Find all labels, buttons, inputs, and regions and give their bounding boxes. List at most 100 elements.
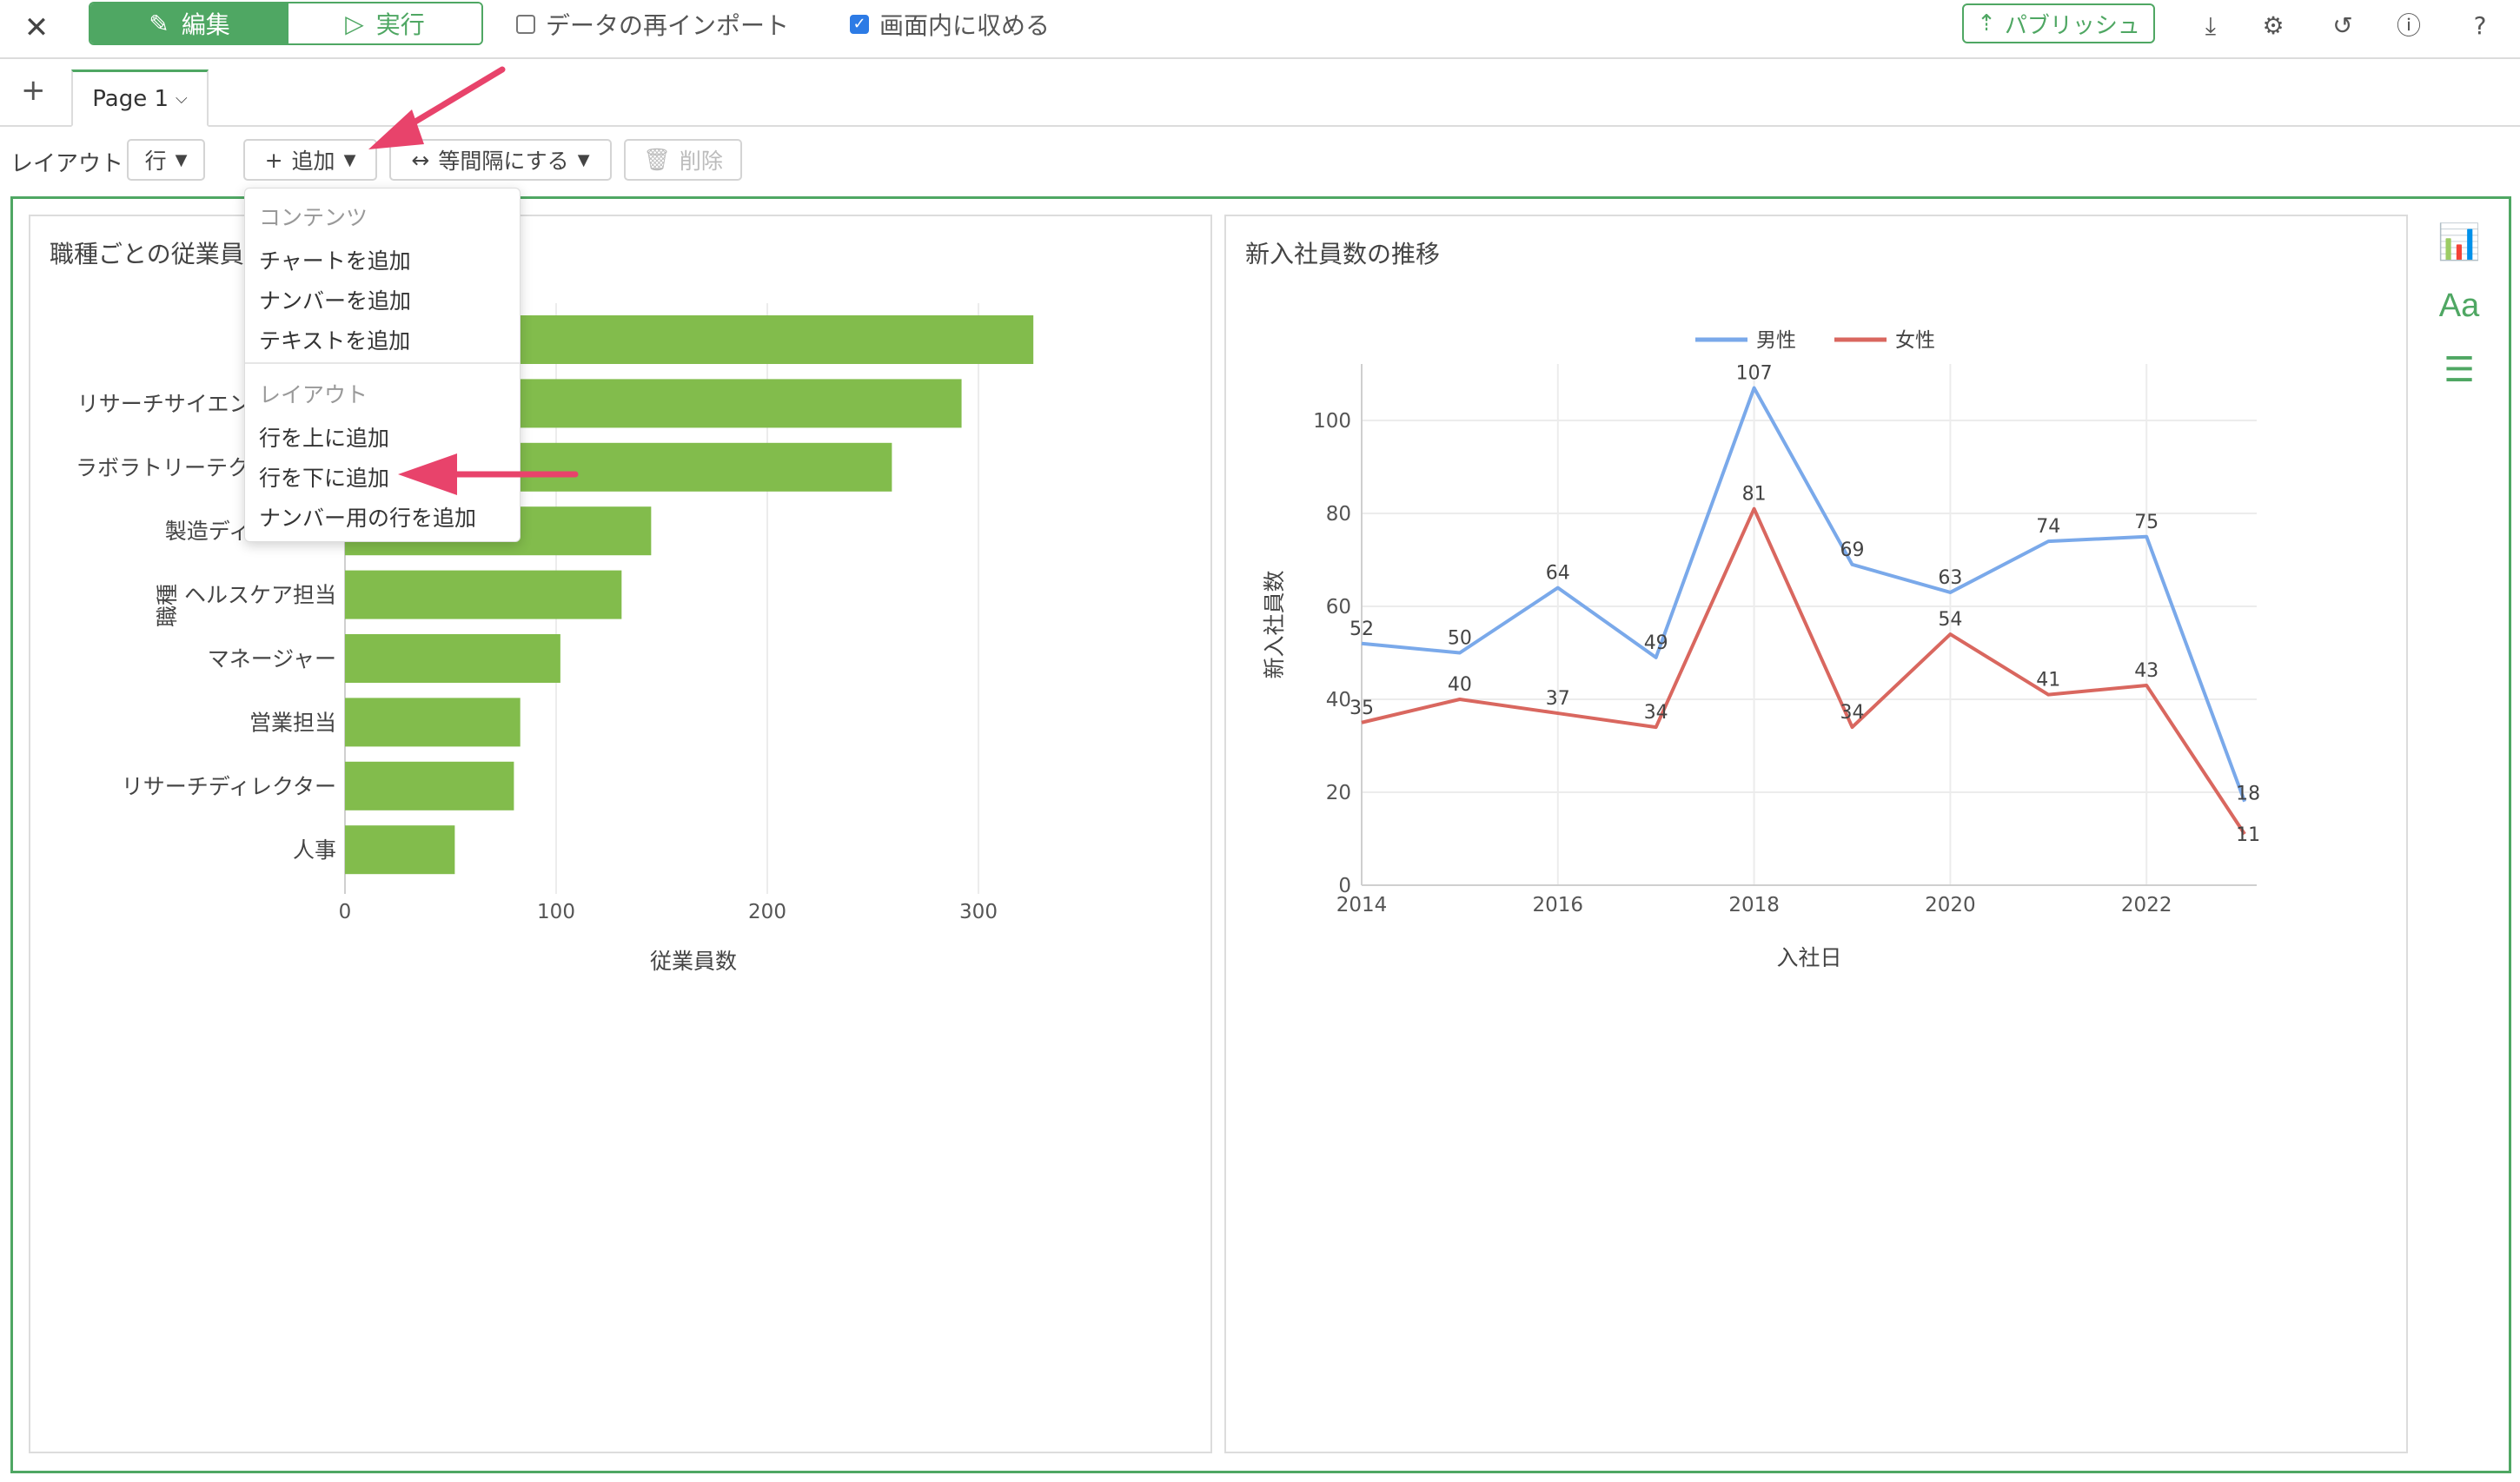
chart-icon[interactable]: 📊 [2437,222,2481,262]
bar [345,698,521,747]
trash-icon: 🗑 [643,147,671,172]
data-label: 34 [1644,702,1668,724]
page-tab-bar: + Page 1 ⌵ [0,59,2520,127]
data-label: 81 [1742,484,1767,506]
menu-header-contents: コンテンツ [259,205,368,230]
add-label: 追加 [291,149,335,174]
legend-entry: 男性 [1756,329,1796,352]
x-axis-label: 入社日 [1776,945,1841,970]
data-label: 37 [1546,688,1570,710]
play-icon: ▷ [345,9,364,38]
reimport-checkbox[interactable]: データの再インポート [516,7,789,42]
equal-spacing-button[interactable]: ↔ 等間隔にする ▼ [389,139,612,181]
data-label: 69 [1840,539,1865,561]
x-tick-label: 100 [537,901,575,923]
top-toolbar: ✕ ✎ 編集 ▷ 実行 データの再インポート ✓ 画面内に収める ⇡ パブリッシ… [0,0,2520,59]
x-tick-label: 2014 [1336,894,1388,916]
y-tick-label: 20 [1326,782,1351,804]
x-tick-label: 2022 [2121,894,2172,916]
y-tick-label: 営業担当 [249,710,336,735]
x-tick-label: 2016 [1533,894,1584,916]
data-label: 107 [1736,363,1773,385]
bar [345,825,455,875]
menu-icon[interactable]: ☰ [2444,350,2475,390]
add-page-button[interactable]: + [21,73,46,108]
row-type-select[interactable]: 行 ▼ [127,139,205,181]
menu-item-add-row-below[interactable]: 行を下に追加 [259,466,390,491]
data-label: 64 [1546,563,1570,585]
edit-mode-button[interactable]: ✎ 編集 [90,3,288,43]
menu-item-add-number-row[interactable]: ナンバー用の行を追加 [259,506,477,531]
bar [345,634,560,683]
data-label: 18 [2236,784,2260,805]
equal-spacing-label: 等間隔にする [438,149,569,174]
run-mode-button[interactable]: ▷ 実行 [288,3,481,43]
text-style-icon[interactable]: Aa [2438,288,2480,324]
data-label: 41 [2036,670,2060,691]
y-tick-label: マネージャー [208,646,336,672]
series-line [1361,506,2246,836]
menu-item-add-text[interactable]: テキストを追加 [259,328,411,354]
edit-icon: ✎ [149,9,169,38]
menu-divider [245,362,520,364]
menu-header-layout: レイアウト [259,382,368,407]
y-tick-label: 100 [1313,410,1351,433]
data-label: 63 [1938,567,1962,589]
y-tick-label: リサーチディレクター [122,774,336,799]
menu-item-add-chart[interactable]: チャートを追加 [259,248,411,274]
caret-down-icon: ▼ [343,150,356,169]
x-tick-label: 300 [959,901,998,923]
data-label: 34 [1840,702,1865,724]
y-tick-label: 0 [1338,875,1351,897]
data-label: 43 [2134,660,2159,682]
info-icon[interactable]: ⓘ [2396,11,2421,40]
plus-icon: + [264,147,283,173]
history-icon[interactable]: ↺ [2332,11,2353,40]
data-label: 40 [1448,674,1472,696]
tab-page-1[interactable]: Page 1 ⌵ [71,69,209,127]
y-axis-label: 新入社員数 [1262,570,1287,678]
y-axis-label: 職種 [155,584,180,627]
publish-button[interactable]: ⇡ パブリッシュ [1962,3,2155,43]
help-icon[interactable]: ? [2473,11,2487,40]
fit-screen-label: 画面内に収める [879,11,1051,40]
close-icon[interactable]: ✕ [23,10,50,45]
panel-title: 職種ごとの従業員数 [50,240,269,268]
data-label: 74 [2036,516,2060,538]
gear-icon[interactable]: ⚙ [2262,11,2285,40]
reimport-checkbox-box[interactable] [516,15,535,34]
x-axis-label: 従業員数 [650,949,737,974]
y-tick-label: 80 [1326,503,1351,526]
bar-chart-panel[interactable]: 職種ごとの従業員数 0 100 200 300 リサーチサイエンティスト ラボラトリーテク… [29,215,1212,1453]
bar [345,570,622,619]
fit-screen-checkbox[interactable]: ✓ 画面内に収める [850,7,1050,42]
menu-item-add-number[interactable]: ナンバーを追加 [259,288,412,314]
data-label: 49 [1644,632,1668,654]
publish-label: パブリッシュ [2004,12,2140,39]
caret-down-icon: ▼ [175,150,188,169]
data-label: 54 [1938,609,1962,631]
y-tick-label: 人事 [293,837,336,863]
tab-label: Page 1 [92,85,169,112]
delete-button[interactable]: 🗑 削除 [624,139,742,181]
add-button[interactable]: + 追加 ▼ [243,139,377,181]
x-tick-label: 200 [748,901,786,923]
data-label: 52 [1350,619,1374,640]
line-chart: 0 20 40 60 80 100 2014 2016 2018 2020 2022 52 50 64 49… [1262,329,2260,970]
fit-screen-checkbox-box[interactable]: ✓ [850,15,869,34]
mode-toggle: ✎ 編集 ▷ 実行 [89,2,483,45]
x-tick-label: 2020 [1925,894,1976,916]
line-chart-panel[interactable]: 新入社員数の推移 0 20 40 60 80 100 2014 2016 2018 2020 202… [1224,215,2408,1453]
dashboard-canvas: 職種ごとの従業員数 0 100 200 300 リサーチサイエンティスト ラボラトリーテク… [10,196,2511,1473]
data-label: 50 [1448,628,1472,650]
data-label: 35 [1350,698,1374,719]
x-tick-label: 0 [339,901,352,923]
download-icon[interactable]: ⤓ [2205,11,2217,40]
horizontal-arrows-icon: ↔ [411,147,430,173]
y-tick-label: 40 [1326,689,1351,711]
data-label: 11 [2236,824,2260,846]
series-line [1361,386,2246,803]
add-dropdown-menu: コンテンツ チャートを追加 ナンバーを追加 テキストを追加 レイアウト 行を上に… [244,188,521,542]
y-tick-label: 60 [1326,596,1351,619]
menu-item-add-row-above[interactable]: 行を上に追加 [259,426,390,451]
